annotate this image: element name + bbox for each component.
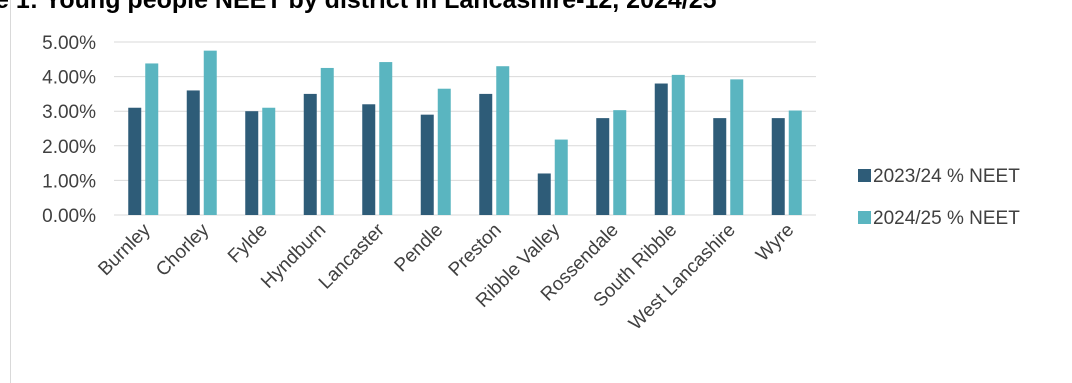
bar-2023-24-rossendale — [596, 118, 609, 215]
bar-2024-25-fylde — [262, 108, 275, 215]
bar-2024-25-ribble-valley — [555, 140, 568, 215]
x-tick-label: West Lancashire — [625, 220, 740, 335]
x-tick-label: Wyre — [752, 220, 798, 266]
x-tick-label: Fylde — [224, 220, 272, 268]
bar-2024-25-burnley — [145, 63, 158, 215]
bar-2024-25-hyndburn — [321, 68, 334, 215]
y-tick-label: 5.00% — [42, 33, 96, 54]
x-tick-label: Pendle — [391, 220, 448, 277]
bar-2023-24-chorley — [187, 90, 200, 215]
x-tick-label: Burnley — [94, 219, 155, 280]
gridlines — [114, 42, 816, 215]
bar-2023-24-south-ribble — [655, 84, 668, 215]
y-tick-label: 0.00% — [42, 206, 96, 227]
bar-2024-25-south-ribble — [672, 75, 685, 215]
bar-2024-25-lancaster — [379, 62, 392, 215]
y-tick-label: 2.00% — [42, 137, 96, 158]
bar-2024-25-west-lancashire — [730, 79, 743, 215]
legend-label: 2023/24 % NEET — [873, 166, 1020, 187]
bar-2023-24-preston — [479, 94, 492, 215]
legend-swatch — [858, 211, 871, 224]
bars — [128, 51, 802, 215]
bar-2023-24-west-lancashire — [713, 118, 726, 215]
bar-2023-24-burnley — [128, 108, 141, 215]
legend-swatch — [858, 169, 871, 182]
y-axis-tick-labels: 0.00% 1.00% 2.00% 3.00% 4.00% 5.00% — [42, 33, 96, 227]
bar-2024-25-rossendale — [613, 110, 626, 215]
legend: 2023/24 % NEET 2024/25 % NEET — [858, 166, 1020, 229]
legend-label: 2024/25 % NEET — [873, 208, 1020, 229]
y-tick-label: 1.00% — [42, 171, 96, 192]
x-tick-label: Chorley — [152, 219, 213, 280]
bar-2023-24-pendle — [421, 115, 434, 215]
bar-2023-24-hyndburn — [304, 94, 317, 215]
bar-2024-25-preston — [496, 66, 509, 215]
bar-2024-25-chorley — [204, 51, 217, 215]
y-tick-label: 4.00% — [42, 68, 96, 89]
y-tick-label: 3.00% — [42, 102, 96, 123]
bar-2023-24-wyre — [772, 118, 785, 215]
bar-2023-24-lancaster — [362, 104, 375, 215]
bar-2024-25-wyre — [789, 111, 802, 215]
bar-2023-24-fylde — [245, 111, 258, 215]
bar-2024-25-pendle — [438, 89, 451, 215]
bar-2023-24-ribble-valley — [538, 173, 551, 215]
